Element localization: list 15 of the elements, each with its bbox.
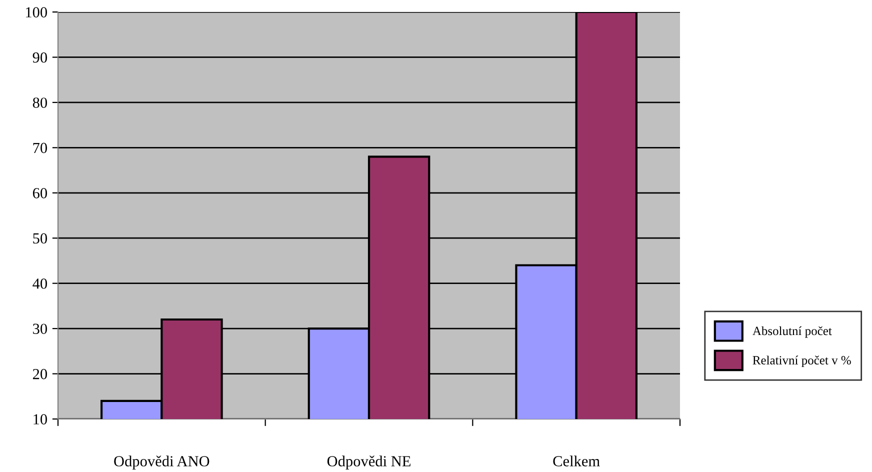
y-tick-label: 40 xyxy=(32,278,47,289)
y-tick-label: 50 xyxy=(33,233,47,244)
y-tick-label: 10 xyxy=(34,414,47,424)
legend-label: Absolutní počet xyxy=(752,326,832,338)
x-tick-label: Odpovědi ANO xyxy=(114,456,210,470)
x-tick-label: Celkem xyxy=(553,456,600,466)
x-tick-label: Odpovědi NE xyxy=(327,456,410,470)
y-tick-label: 30 xyxy=(33,324,47,334)
y-tick-label: 70 xyxy=(33,142,47,154)
y-tick-label: 100 xyxy=(26,7,47,18)
y-tick-label: 80 xyxy=(32,98,47,108)
y-tick-label: 20 xyxy=(32,368,47,380)
legend-label: Relativní počet v % xyxy=(752,356,851,368)
y-tick-label: 60 xyxy=(32,188,47,198)
y-tick-label: 90 xyxy=(32,52,47,63)
